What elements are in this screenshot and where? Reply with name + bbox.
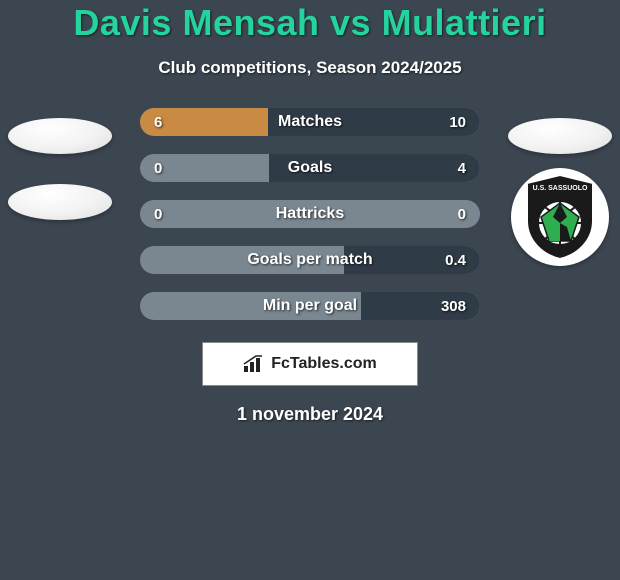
content-wrapper: Davis Mensah vs Mulattieri Club competit… — [0, 0, 620, 425]
stat-right-value: 0 — [458, 206, 466, 223]
stat-label: Goals — [140, 159, 480, 177]
right-player-badges: U.S. SASSUOLO — [508, 118, 612, 266]
subtitle: Club competitions, Season 2024/2025 — [0, 58, 620, 78]
player2-name: Mulattieri — [382, 2, 547, 43]
date-label: 1 november 2024 — [0, 404, 620, 425]
player1-name: Davis Mensah — [73, 2, 319, 43]
stat-label: Matches — [140, 113, 480, 131]
stat-left-value: 0 — [154, 160, 162, 177]
stats-bars: Matches610Goals04Hattricks00Goals per ma… — [140, 108, 480, 320]
left-player-badges — [8, 118, 112, 220]
watermark-text: FcTables.com — [271, 355, 377, 373]
stat-bar: Goals per match0.4 — [140, 246, 480, 274]
stat-label: Hattricks — [140, 205, 480, 223]
stat-label: Min per goal — [140, 297, 480, 315]
stat-bar: Hattricks0 0 — [140, 200, 480, 228]
bars-icon — [243, 355, 265, 373]
stat-right-value: 0.4 — [445, 252, 466, 269]
stat-left-value: 0 — [154, 206, 162, 223]
stat-bar: Matches6 10 — [140, 108, 480, 136]
shield-icon: U.S. SASSUOLO — [521, 173, 599, 261]
stat-bar: Min per goal308 — [140, 292, 480, 320]
stat-left-value: 6 — [154, 114, 162, 131]
club-crest-placeholder — [8, 184, 112, 220]
page-title: Davis Mensah vs Mulattieri — [0, 2, 620, 44]
player-photo-placeholder — [508, 118, 612, 154]
stat-bar: Goals0 4 — [140, 154, 480, 182]
stat-right-value: 4 — [458, 160, 466, 177]
stat-right-value: 10 — [449, 114, 466, 131]
watermark: FcTables.com — [202, 342, 418, 386]
player-photo-placeholder — [8, 118, 112, 154]
vs-label: vs — [330, 2, 371, 43]
stat-right-value: 308 — [441, 298, 466, 315]
club-crest-sassuolo: U.S. SASSUOLO — [511, 168, 609, 266]
stat-label: Goals per match — [140, 251, 480, 269]
svg-text:U.S. SASSUOLO: U.S. SASSUOLO — [533, 185, 588, 192]
